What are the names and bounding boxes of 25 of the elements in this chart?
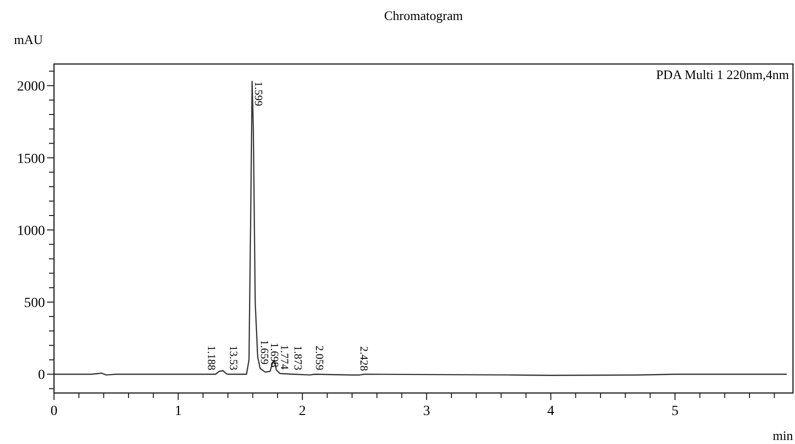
annotation: 1.599: [252, 81, 264, 107]
annotation: 13.53: [227, 345, 240, 371]
y-tick-label: 1500: [17, 152, 45, 167]
y-axis-title: mAU: [14, 32, 44, 47]
annotation: 1.698: [268, 342, 280, 368]
annotation: 1.659: [258, 340, 270, 365]
chart-title: Chromatogram: [384, 8, 463, 23]
y-tick-label: 2000: [17, 80, 45, 95]
x-tick-label: 0: [50, 404, 58, 419]
annotation: 1.188: [204, 345, 217, 371]
x-axis-title: min: [772, 428, 794, 443]
x-tick-label: 2: [298, 404, 306, 419]
annotation: 2.059: [312, 345, 325, 371]
line-series: [54, 80, 788, 376]
annotation: 1.774: [278, 344, 290, 370]
annotation: 2.428: [358, 346, 370, 372]
x-tick-label: 4: [547, 404, 554, 419]
x-tick-label: 1: [174, 404, 182, 419]
x-tick-label: 3: [423, 404, 430, 419]
x-tick-label: 5: [672, 404, 679, 419]
annotation: 1.873: [292, 345, 304, 371]
y-tick-label: 1000: [17, 224, 45, 239]
y-tick-label: 500: [24, 296, 45, 312]
y-tick-label: 0: [38, 368, 45, 384]
annotation: PDA Multi 1 220nm,4nm: [656, 67, 789, 82]
